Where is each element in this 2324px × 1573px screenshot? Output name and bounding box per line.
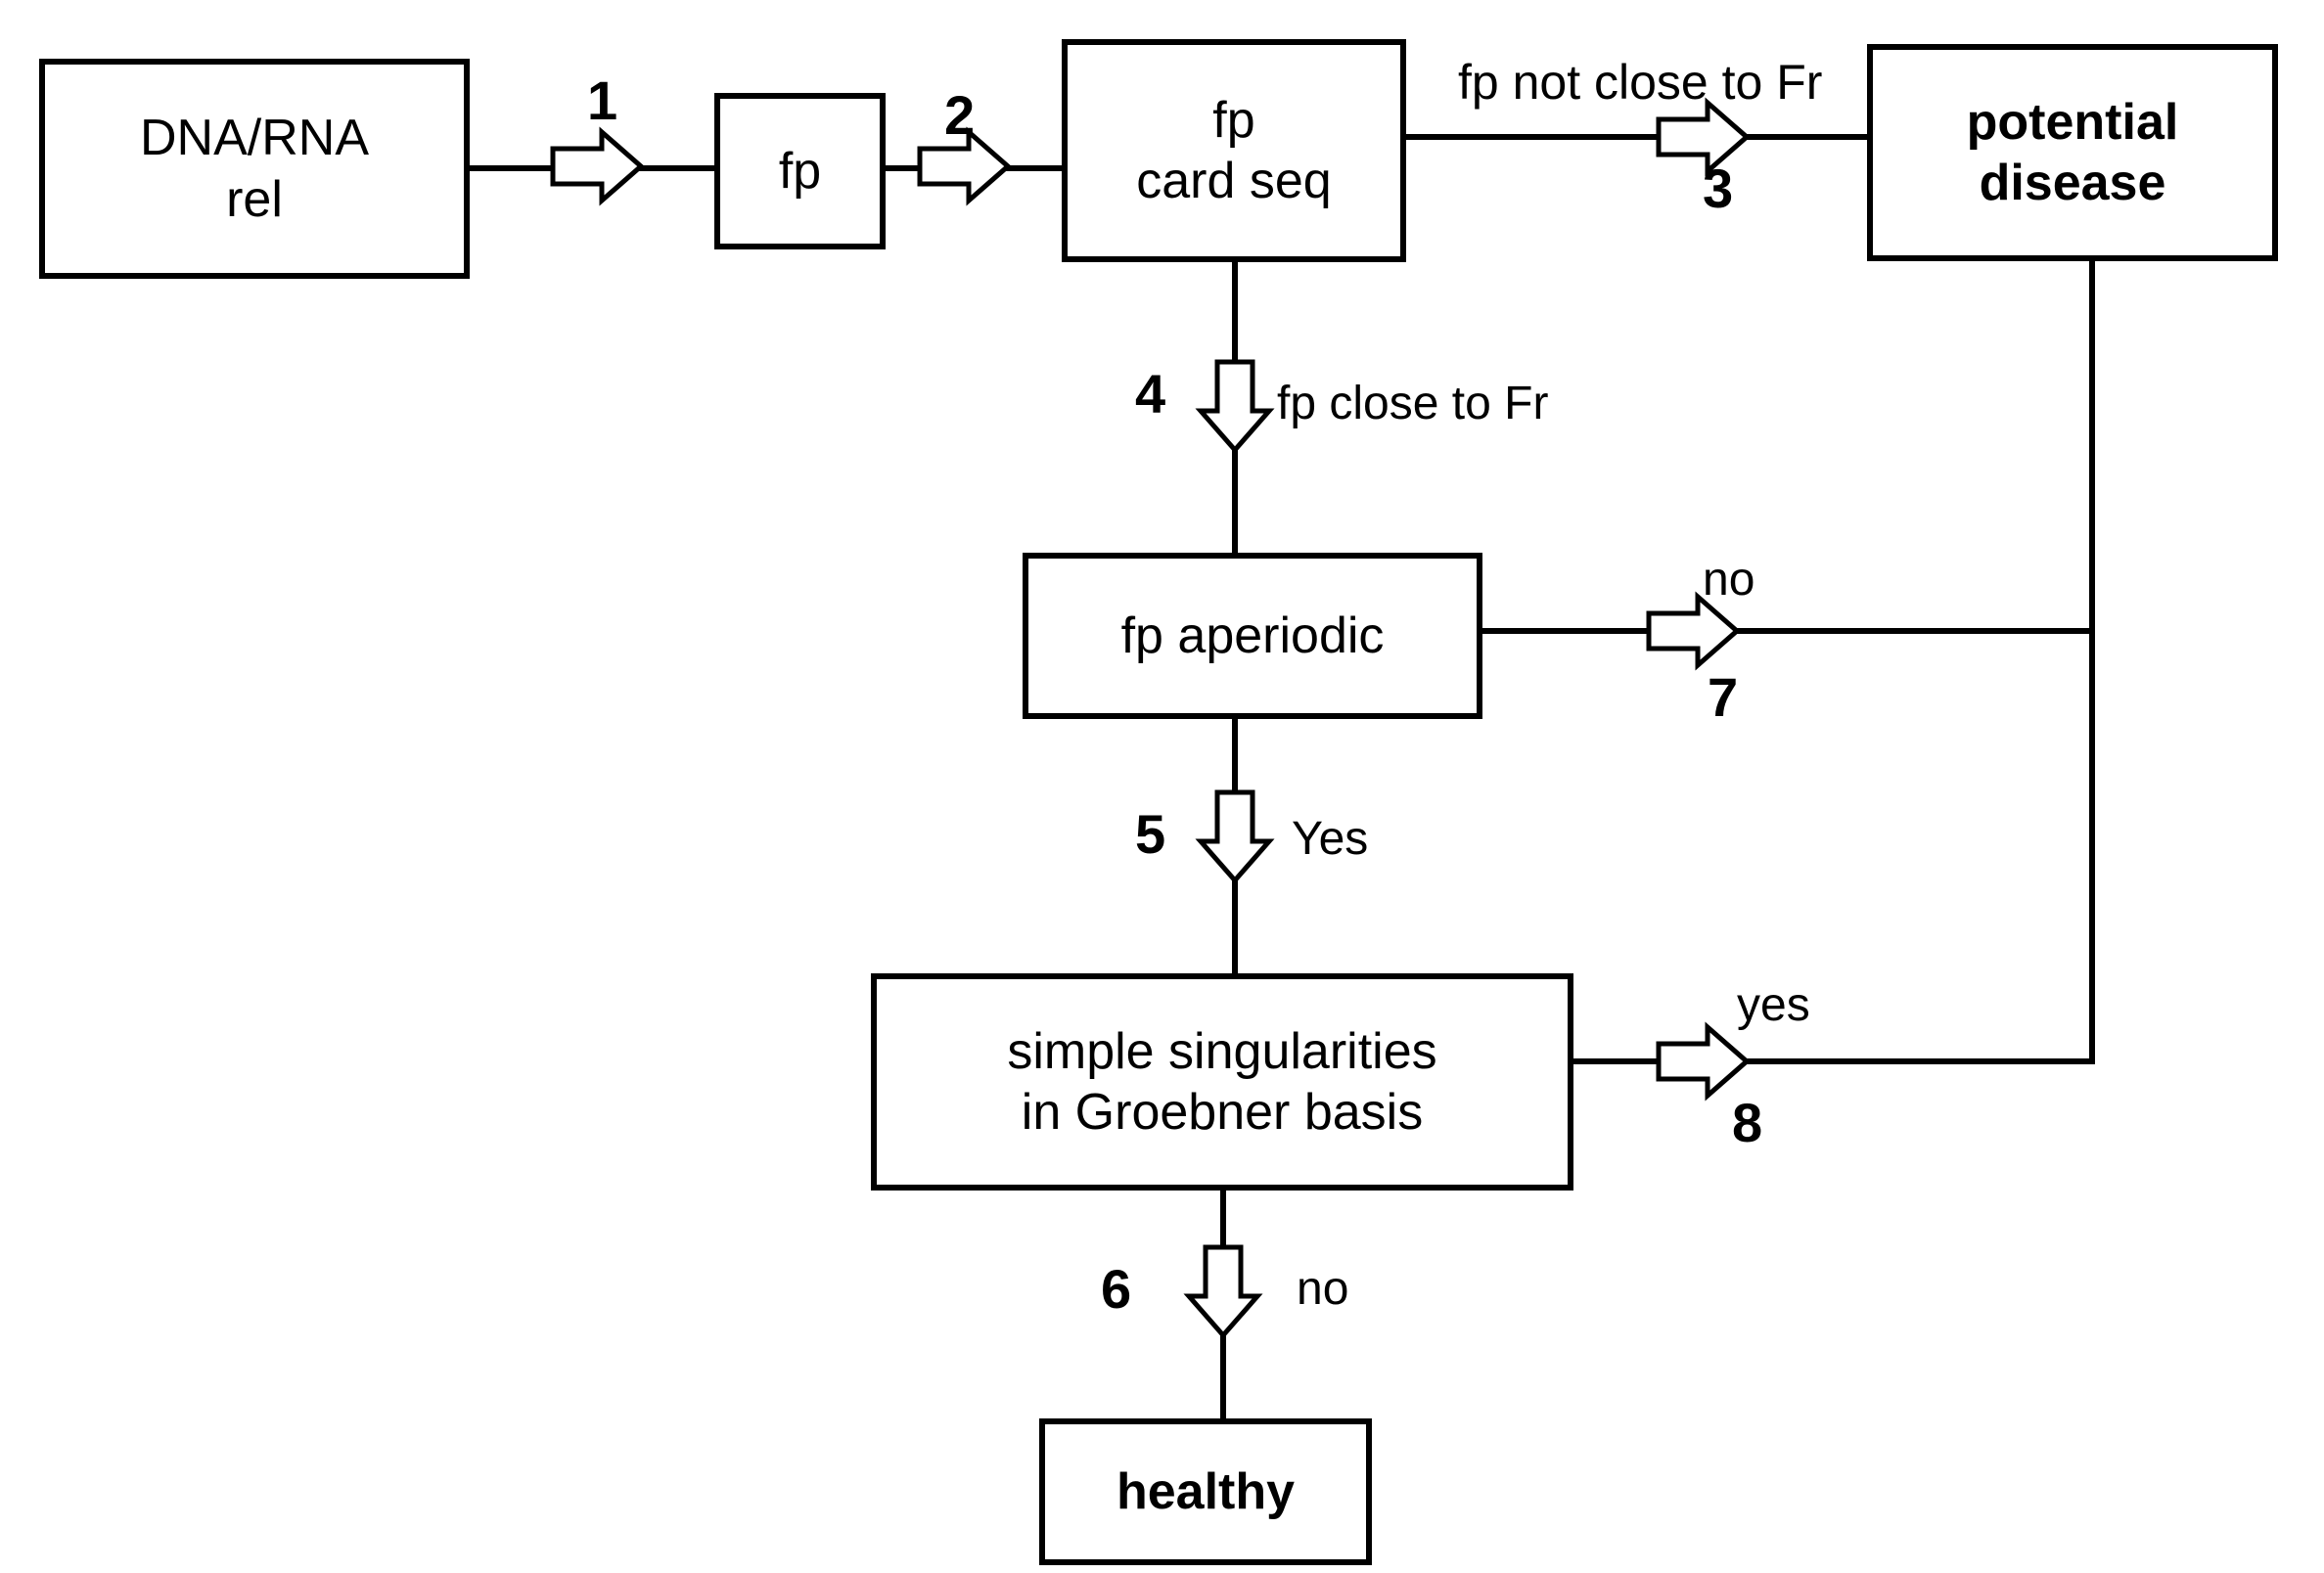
- edge-num-8: 8: [1732, 1091, 1762, 1154]
- edge-num-4: 4: [1135, 362, 1165, 426]
- node-cardseq: fpcard seq: [1062, 39, 1406, 262]
- node-groebner-text: simple singularitiesin Groebner basis: [1007, 1021, 1436, 1144]
- edge-num-6: 6: [1101, 1257, 1131, 1321]
- node-disease: potentialdisease: [1867, 44, 2278, 261]
- edge-num-1: 1: [587, 68, 617, 132]
- edge-label-4: fp close to Fr: [1277, 377, 1548, 430]
- node-fp: fp: [714, 93, 886, 249]
- edge-num-3: 3: [1703, 157, 1733, 220]
- edge-num-7: 7: [1708, 665, 1738, 729]
- node-dna-text: DNA/RNArel: [140, 108, 369, 230]
- edge-label-5: Yes: [1292, 812, 1368, 866]
- node-healthy: healthy: [1039, 1418, 1372, 1565]
- edge-label-3: fp not close to Fr: [1458, 54, 1822, 111]
- node-dna: DNA/RNArel: [39, 59, 470, 279]
- node-disease-text: potentialdisease: [1967, 92, 2179, 214]
- edge-label-6: no: [1297, 1262, 1348, 1316]
- edge-num-5: 5: [1135, 802, 1165, 866]
- node-aperiodic: fp aperiodic: [1023, 553, 1482, 719]
- node-groebner: simple singularitiesin Groebner basis: [871, 973, 1573, 1191]
- node-fp-text: fp: [779, 141, 821, 202]
- node-healthy-text: healthy: [1116, 1461, 1295, 1522]
- edge-label-8: yes: [1737, 978, 1810, 1032]
- edge-num-2: 2: [944, 83, 975, 147]
- node-cardseq-text: fpcard seq: [1136, 90, 1331, 212]
- node-aperiodic-text: fp aperiodic: [1121, 606, 1385, 666]
- edge-label-7: no: [1703, 553, 1754, 607]
